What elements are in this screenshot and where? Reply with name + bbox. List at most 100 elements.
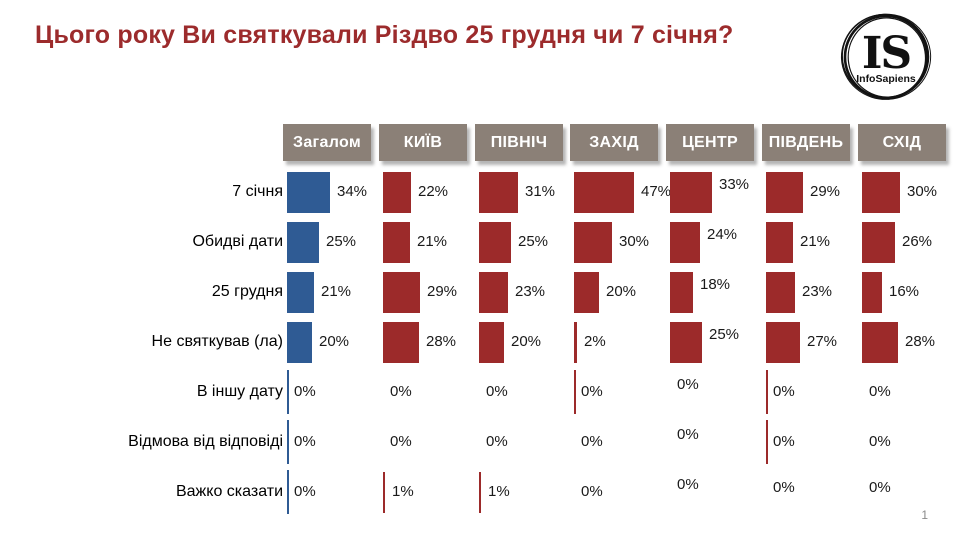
- bar-segment: [383, 471, 385, 513]
- axis-tick-line: [287, 420, 289, 464]
- bar-segment: [670, 171, 712, 213]
- column-header: ЦЕНТР: [666, 124, 754, 161]
- bar-segment: [862, 171, 900, 213]
- bar-value-label: 1%: [488, 483, 510, 500]
- bar-value-label: 18%: [700, 276, 731, 293]
- bar-value-label: 26%: [902, 233, 933, 250]
- bar-segment: [383, 271, 420, 313]
- column-header: Загалом: [283, 124, 371, 161]
- row-label: 7 січня: [232, 183, 283, 200]
- column-header-label: КИЇВ: [403, 133, 443, 151]
- bar-value-label: 21%: [800, 233, 831, 250]
- axis-tick-line: [287, 370, 289, 414]
- bar-value-label: 30%: [619, 233, 650, 250]
- bar-value-label: 0%: [773, 479, 795, 496]
- bar-segment: [287, 171, 330, 213]
- bar-segment: [670, 221, 700, 263]
- bar-value-label: 0%: [390, 433, 412, 450]
- bar-value-label: 28%: [905, 333, 936, 350]
- bar-value-label: 34%: [337, 183, 368, 200]
- column-header-label: ЦЕНТР: [682, 133, 738, 151]
- bar-value-label: 1%: [392, 483, 414, 500]
- bar-segment: [766, 221, 793, 263]
- bar-value-label: 30%: [907, 183, 938, 200]
- bar-value-label: 22%: [418, 183, 449, 200]
- bar-value-label: 20%: [606, 283, 637, 300]
- bar-segment: [766, 321, 800, 363]
- row-label: Не святкував (ла): [151, 333, 283, 350]
- bar-segment: [383, 321, 419, 363]
- bar-segment: [287, 321, 312, 363]
- bar-value-label: 24%: [707, 226, 738, 243]
- bar-value-label: 31%: [525, 183, 556, 200]
- bar-segment: [574, 321, 577, 363]
- bar-value-label: 0%: [581, 433, 603, 450]
- column-header: СХІД: [858, 124, 946, 161]
- bar-value-label: 0%: [773, 433, 795, 450]
- bar-value-label: 27%: [807, 333, 838, 350]
- bar-value-label: 0%: [390, 383, 412, 400]
- bar-value-label: 0%: [294, 483, 316, 500]
- bar-segment: [479, 271, 508, 313]
- bar-value-label: 47%: [641, 183, 672, 200]
- bar-segment: [479, 171, 518, 213]
- bar-segment: [766, 171, 803, 213]
- bar-segment: [479, 321, 504, 363]
- bar-value-label: 0%: [773, 383, 795, 400]
- bar-value-label: 25%: [709, 326, 740, 343]
- bar-segment: [287, 221, 319, 263]
- bar-value-label: 0%: [294, 383, 316, 400]
- bar-segment: [574, 271, 599, 313]
- bar-value-label: 23%: [515, 283, 546, 300]
- bar-value-label: 0%: [486, 383, 508, 400]
- column-header: ЗАХІД: [570, 124, 658, 161]
- bar-value-label: 25%: [326, 233, 357, 250]
- bar-value-label: 0%: [677, 376, 699, 393]
- bar-value-label: 0%: [486, 433, 508, 450]
- column-header: ПІВДЕНЬ: [762, 124, 850, 161]
- axis-tick-line: [574, 370, 576, 414]
- bar-segment: [766, 271, 795, 313]
- bar-segment: [574, 221, 612, 263]
- bar-value-label: 0%: [869, 433, 891, 450]
- bar-value-label: 0%: [581, 383, 603, 400]
- bar-value-label: 33%: [719, 176, 750, 193]
- row-label: В іншу дату: [196, 383, 283, 400]
- bar-segment: [862, 221, 895, 263]
- row-label: Обидві дати: [192, 233, 283, 250]
- bar-segment: [383, 171, 411, 213]
- bar-value-label: 29%: [810, 183, 841, 200]
- bar-value-label: 20%: [511, 333, 542, 350]
- bar-value-label: 16%: [889, 283, 920, 300]
- axis-tick-line: [287, 470, 289, 514]
- page-title: Цього року Ви святкували Різдво 25 грудн…: [35, 21, 734, 49]
- bar-value-label: 20%: [319, 333, 350, 350]
- bar-value-label: 21%: [417, 233, 448, 250]
- bar-value-label: 25%: [518, 233, 549, 250]
- bar-segment: [287, 271, 314, 313]
- bar-segment: [862, 321, 898, 363]
- bar-value-label: 0%: [581, 483, 603, 500]
- column-header: ПІВНІЧ: [475, 124, 563, 161]
- column-header-label: ЗАХІД: [589, 133, 639, 151]
- bar-value-label: 23%: [802, 283, 833, 300]
- axis-tick-line: [766, 370, 768, 414]
- bar-value-label: 0%: [677, 476, 699, 493]
- axis-tick-line: [766, 420, 768, 464]
- bar-value-label: 28%: [426, 333, 457, 350]
- bar-value-label: 0%: [294, 433, 316, 450]
- bar-segment: [670, 321, 702, 363]
- logo-name: InfoSapiens: [856, 73, 916, 85]
- bar-segment: [574, 171, 634, 213]
- bar-segment: [479, 471, 481, 513]
- bar-value-label: 0%: [869, 383, 891, 400]
- logo-monogram: IS: [862, 28, 911, 79]
- page-number: 1: [921, 508, 928, 522]
- bar-segment: [862, 271, 882, 313]
- bar-value-label: 0%: [869, 479, 891, 496]
- bar-value-label: 0%: [677, 426, 699, 443]
- bar-segment: [670, 271, 693, 313]
- infosapiens-logo: IS InfoSapiens: [836, 6, 936, 106]
- bar-value-label: 29%: [427, 283, 458, 300]
